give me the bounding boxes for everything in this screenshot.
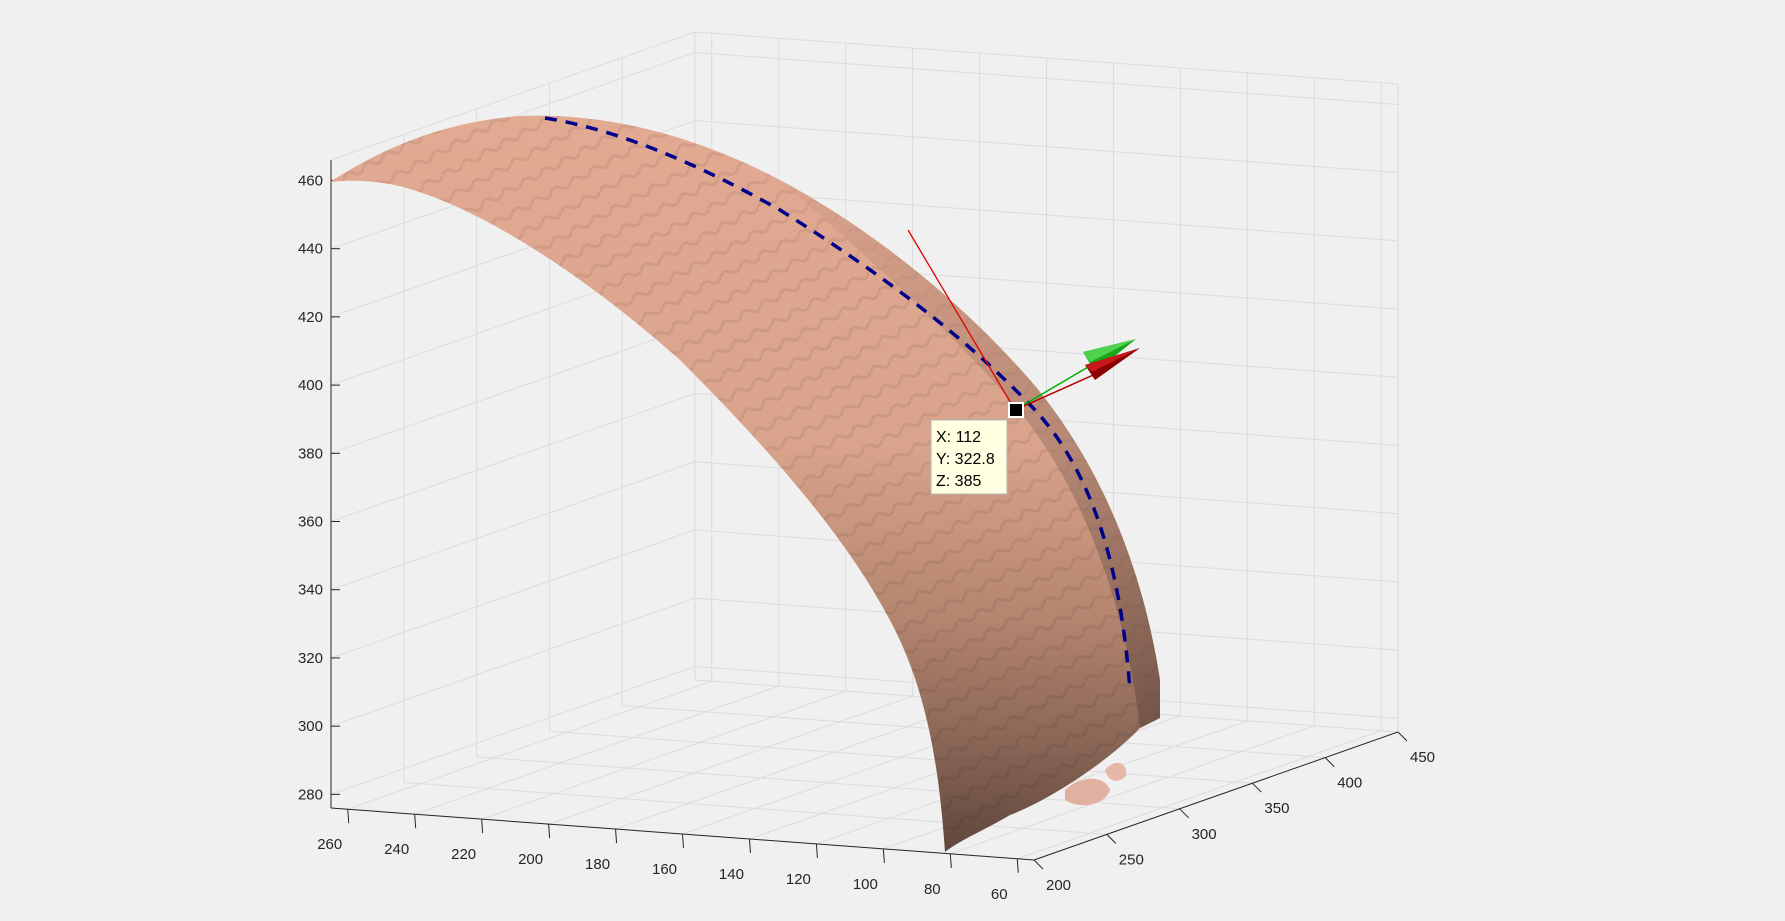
vector-green xyxy=(1014,339,1136,411)
x-tick-label: 240 xyxy=(384,841,409,858)
grid-line-z-back xyxy=(694,51,1399,105)
grid-line-z-left xyxy=(330,393,696,522)
x-tick-mark xyxy=(615,829,618,844)
vector-red xyxy=(1014,348,1140,411)
grid-line-z-left xyxy=(330,324,696,454)
x-tick-mark xyxy=(748,838,751,853)
datatip-z: Z: 385 xyxy=(936,473,981,490)
grid-line-x xyxy=(347,680,712,810)
grid-line-x xyxy=(1017,730,1382,860)
z-tick-label: 400 xyxy=(298,377,323,394)
x-tick-label: 80 xyxy=(924,881,941,898)
y-tick-mark xyxy=(1033,859,1044,870)
y-tick-mark xyxy=(1397,731,1408,742)
y-tick-mark xyxy=(1324,757,1335,767)
grid-line-z-left xyxy=(330,597,696,727)
grid-line-y xyxy=(549,730,1253,784)
grid-line-z-left xyxy=(330,529,696,659)
x-tick-label: 120 xyxy=(786,871,811,888)
surface-plot xyxy=(330,115,1160,852)
axes: 60 80 100 120 140 160 180 200 220 240 260 200 250 300… xyxy=(298,160,1435,903)
y-tick-label: 450 xyxy=(1410,749,1435,766)
surface-bump xyxy=(1065,778,1110,806)
grid-line-z-left xyxy=(330,665,696,795)
x-tick-mark xyxy=(882,848,885,863)
y-tick-label: 250 xyxy=(1119,851,1144,868)
grid-line-x xyxy=(950,725,1315,855)
y-tick-label: 400 xyxy=(1337,775,1362,792)
x-tick-label: 260 xyxy=(317,836,342,853)
normal-line xyxy=(907,229,1016,411)
x-tick-mark xyxy=(949,853,952,868)
y-axis-line xyxy=(1033,731,1399,861)
surface-bump-2 xyxy=(1105,762,1127,781)
y-tick-mark xyxy=(1106,834,1117,844)
z-tick-label: 320 xyxy=(298,650,323,667)
z-tick-label: 360 xyxy=(298,514,323,531)
x-tick-label: 220 xyxy=(451,846,476,863)
datatip-y: Y: 322.8 xyxy=(936,451,995,468)
box-edge xyxy=(694,31,1399,85)
z-tick-label: 380 xyxy=(298,445,323,462)
z-tick-label: 420 xyxy=(298,309,323,326)
grid-line-x xyxy=(548,695,913,825)
y-tick-label: 200 xyxy=(1046,877,1071,894)
grid-line-z-back xyxy=(694,120,1399,174)
z-tick-label: 340 xyxy=(298,582,323,599)
box-edge xyxy=(330,31,696,161)
grid-line-x xyxy=(481,690,846,820)
grid-line-x xyxy=(615,700,980,830)
x-tick-label: 60 xyxy=(991,886,1008,903)
datatip-x: X: 112 xyxy=(936,429,981,446)
z-tick-label: 460 xyxy=(298,172,323,189)
y-tick-label: 300 xyxy=(1192,826,1217,843)
x-tick-label: 100 xyxy=(853,876,878,893)
y-tick-label: 350 xyxy=(1264,800,1289,817)
x-tick-label: 180 xyxy=(585,856,610,873)
x-tick-mark xyxy=(1016,858,1019,873)
x-tick-mark xyxy=(815,843,818,858)
z-tick-label: 440 xyxy=(298,241,323,258)
grid-line-z-left xyxy=(330,461,696,591)
x-tick-mark xyxy=(682,833,684,849)
y-tick-mark xyxy=(1252,782,1262,793)
z-tick-label: 300 xyxy=(298,718,323,735)
x-tick-mark xyxy=(414,814,417,829)
x-tick-label: 140 xyxy=(719,866,744,883)
grid-line-y xyxy=(476,756,1180,810)
x-tick-mark xyxy=(347,809,350,824)
x-tick-mark xyxy=(481,819,484,834)
grid-line-x xyxy=(414,685,779,815)
datatip-marker[interactable] xyxy=(1008,402,1024,418)
x-tick-label: 200 xyxy=(518,851,543,868)
ridge-dashed-curve xyxy=(544,116,1132,691)
z-tick-label: 280 xyxy=(298,786,323,803)
grid-line-z-back xyxy=(694,188,1399,242)
x-tick-mark xyxy=(548,824,551,839)
y-tick-mark xyxy=(1179,808,1189,819)
x-tick-label: 160 xyxy=(652,861,677,878)
surface-ripple xyxy=(330,115,1160,852)
datatip[interactable]: X: 112 Y: 322.8 Z: 385 xyxy=(930,419,1008,495)
